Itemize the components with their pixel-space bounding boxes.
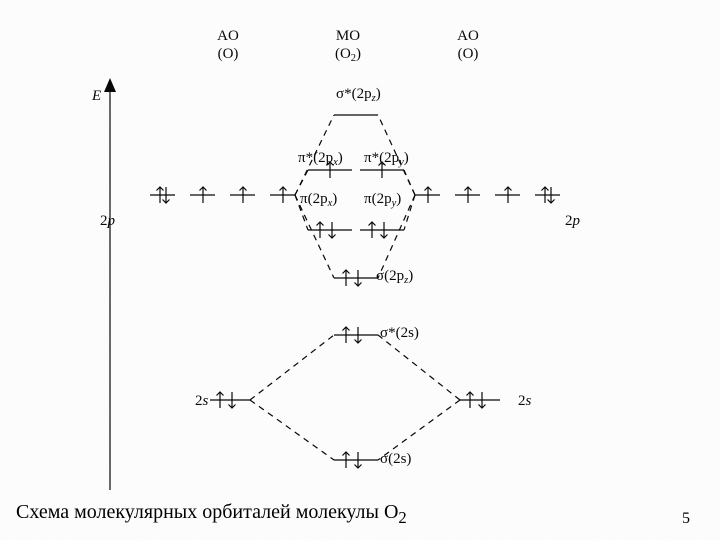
svg-text:π*(2px): π*(2px) [298,150,343,168]
svg-text:σ*(2s): σ*(2s) [380,325,419,341]
svg-text:π(2px): π(2px) [300,191,337,209]
svg-text:π(2py): π(2py) [364,191,401,209]
svg-text:(O2): (O2) [335,46,361,64]
svg-text:π*(2py): π*(2py) [364,150,409,168]
svg-text:2s: 2s [195,393,209,409]
svg-text:2p: 2p [565,213,581,229]
svg-text:σ(2s): σ(2s) [380,451,411,467]
caption-text: Схема молекулярных орбиталей молекулы O [16,501,398,523]
svg-text:E: E [91,88,101,104]
svg-text:AO: AO [217,28,239,44]
mo-diagram: AO (O) AO (O) MO (O2) E 2p 2p 2s 2s σ*(2pz) π*(2px) π… [0,0,720,500]
svg-text:σ(2pz): σ(2pz) [376,268,413,286]
svg-text:(O): (O) [218,46,239,62]
svg-text:MO: MO [336,28,360,44]
svg-text:2s: 2s [518,393,532,409]
svg-text:AO: AO [457,28,479,44]
svg-text:(O): (O) [458,46,479,62]
svg-text:σ*(2pz): σ*(2pz) [336,86,381,104]
svg-text:2p: 2p [100,213,116,229]
caption-sub: 2 [398,508,406,527]
page-number: 5 [682,510,690,528]
caption: Схема молекулярных орбиталей молекулы O2 [16,501,407,528]
